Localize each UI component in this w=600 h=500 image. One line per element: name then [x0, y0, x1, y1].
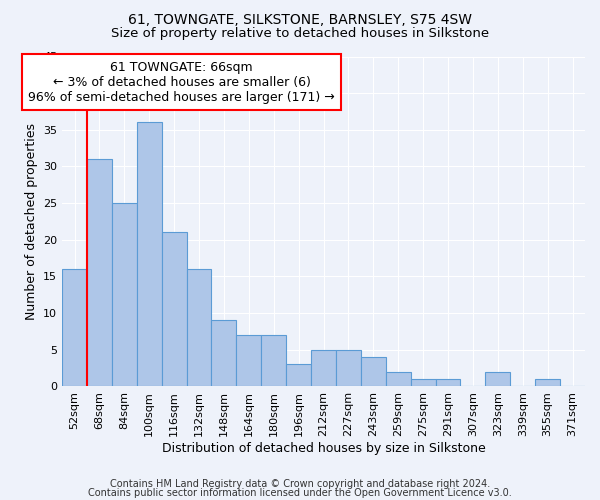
Text: 61 TOWNGATE: 66sqm
← 3% of detached houses are smaller (6)
96% of semi-detached : 61 TOWNGATE: 66sqm ← 3% of detached hous…	[28, 60, 335, 104]
Bar	[261, 335, 286, 386]
Text: Contains HM Land Registry data © Crown copyright and database right 2024.: Contains HM Land Registry data © Crown c…	[110, 479, 490, 489]
Bar	[361, 357, 386, 386]
Bar	[286, 364, 311, 386]
Bar	[87, 159, 112, 386]
Text: Size of property relative to detached houses in Silkstone: Size of property relative to detached ho…	[111, 28, 489, 40]
Text: 61, TOWNGATE, SILKSTONE, BARNSLEY, S75 4SW: 61, TOWNGATE, SILKSTONE, BARNSLEY, S75 4…	[128, 12, 472, 26]
Text: Contains public sector information licensed under the Open Government Licence v3: Contains public sector information licen…	[88, 488, 512, 498]
X-axis label: Distribution of detached houses by size in Silkstone: Distribution of detached houses by size …	[161, 442, 485, 455]
Bar	[386, 372, 410, 386]
Bar	[336, 350, 361, 387]
Bar	[112, 203, 137, 386]
Bar	[485, 372, 510, 386]
Y-axis label: Number of detached properties: Number of detached properties	[25, 123, 38, 320]
Bar	[211, 320, 236, 386]
Bar	[161, 232, 187, 386]
Bar	[62, 269, 87, 386]
Bar	[236, 335, 261, 386]
Bar	[410, 379, 436, 386]
Bar	[311, 350, 336, 387]
Bar	[436, 379, 460, 386]
Bar	[535, 379, 560, 386]
Bar	[137, 122, 161, 386]
Bar	[187, 269, 211, 386]
